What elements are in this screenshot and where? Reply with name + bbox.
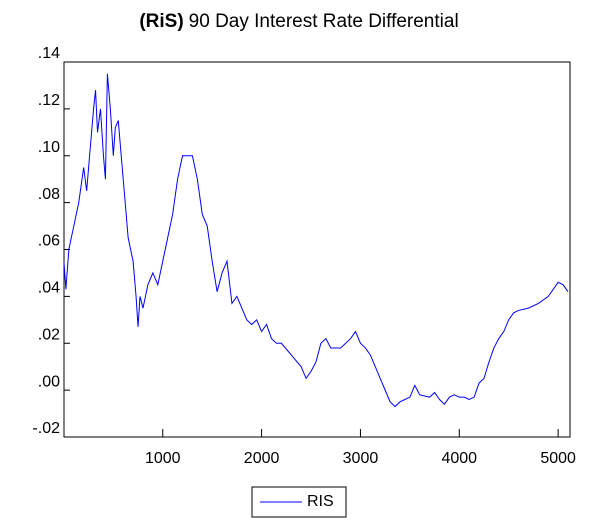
y-tick-label: .12 [38,92,60,109]
y-tick-label: .02 [38,326,60,343]
series-line [63,73,569,408]
x-tick-label: 2000 [244,450,280,467]
legend-label: RIS [307,493,334,510]
x-tick-label: 4000 [441,450,477,467]
y-tick-label: .10 [38,139,60,156]
title-text: 90 Day Interest Rate Differential [189,11,459,32]
x-tick-label: 3000 [343,450,379,467]
y-tick-label: .06 [38,233,60,250]
title-prefix: (RiS) [139,11,183,32]
y-tick-label: .00 [38,373,60,390]
plot-frame [63,61,571,438]
y-tick-label: .14 [38,45,60,62]
y-tick-label: .08 [38,186,60,203]
chart-title: (RiS) 90 Day Interest Rate Differential [139,11,458,32]
x-tick-label: 1000 [145,450,181,467]
y-tick-label: -.02 [32,420,60,437]
x-tick-label: 5000 [540,450,576,467]
y-tick-label: .04 [38,280,60,297]
